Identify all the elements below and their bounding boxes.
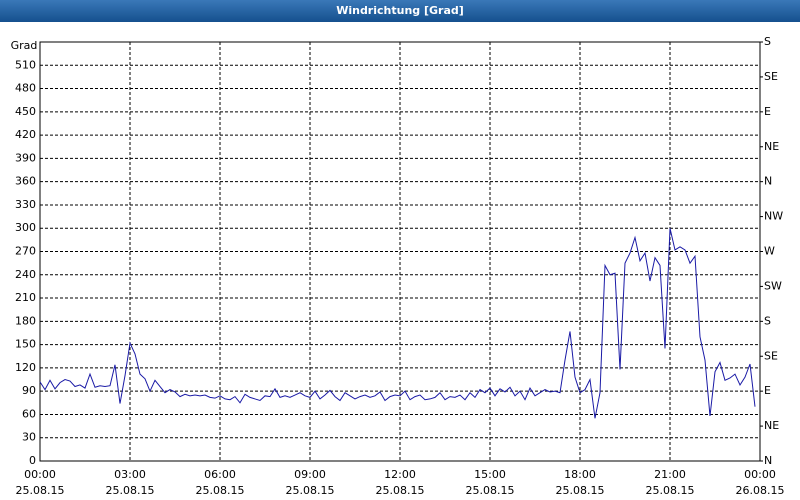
plot-frame <box>39 41 761 462</box>
y-tick-label: 0 <box>29 454 36 467</box>
y2-tick-label: SE <box>764 70 778 83</box>
chart-title: Windrichtung [Grad] <box>336 4 464 17</box>
y-tick-label: 120 <box>15 361 36 374</box>
y2-tick-label: NE <box>764 140 779 153</box>
x-tick-label: 12:00 25.08.15 <box>375 468 425 497</box>
y2-tick-label: NW <box>764 210 783 223</box>
y2-tick-label: E <box>764 384 771 397</box>
x-tick-label: 15:00 25.08.15 <box>465 468 515 497</box>
x-tick-label: 03:00 25.08.15 <box>105 468 155 497</box>
y-tick-label: 270 <box>15 245 36 258</box>
y2-tick-label: SE <box>764 349 778 362</box>
x-tick-label: 18:00 25.08.15 <box>555 468 605 497</box>
y2-tick-label: W <box>764 245 775 258</box>
x-tick-label: 09:00 25.08.15 <box>285 468 335 497</box>
series-line <box>39 228 756 419</box>
y2-tick-label: E <box>764 105 771 118</box>
y-tick-label: 150 <box>15 338 36 351</box>
y-tick-label: 90 <box>22 384 36 397</box>
y2-tick-label: SW <box>764 279 782 292</box>
y-tick-label: 180 <box>15 314 36 327</box>
y2-tick-label: N <box>764 175 772 188</box>
y-tick-label: 330 <box>15 198 36 211</box>
x-tick-label: 00:00 25.08.15 <box>15 468 65 497</box>
y-tick-label: 210 <box>15 291 36 304</box>
y-tick-label: 390 <box>15 151 36 164</box>
y2-tick-label: N <box>764 454 772 467</box>
y-tick-label: 480 <box>15 82 36 95</box>
x-tick-label: 21:00 25.08.15 <box>645 468 695 497</box>
y-tick-label: 240 <box>15 268 36 281</box>
y-tick-label: 420 <box>15 128 36 141</box>
y-tick-label: 300 <box>15 221 36 234</box>
y-tick-label: 360 <box>15 175 36 188</box>
y2-tick-label: NE <box>764 419 779 432</box>
y2-tick-label: S <box>764 35 771 48</box>
y-tick-label: 450 <box>15 105 36 118</box>
y-tick-label: 30 <box>22 431 36 444</box>
y-tick-label: 60 <box>22 407 36 420</box>
y2-tick-label: S <box>764 314 771 327</box>
x-tick-label: 06:00 25.08.15 <box>195 468 245 497</box>
x-tick-label: 00:00 26.08.15 <box>735 468 785 497</box>
y-tick-label: 510 <box>15 58 36 71</box>
title-bar <box>0 0 800 22</box>
y-axis-label: Grad <box>11 39 38 52</box>
